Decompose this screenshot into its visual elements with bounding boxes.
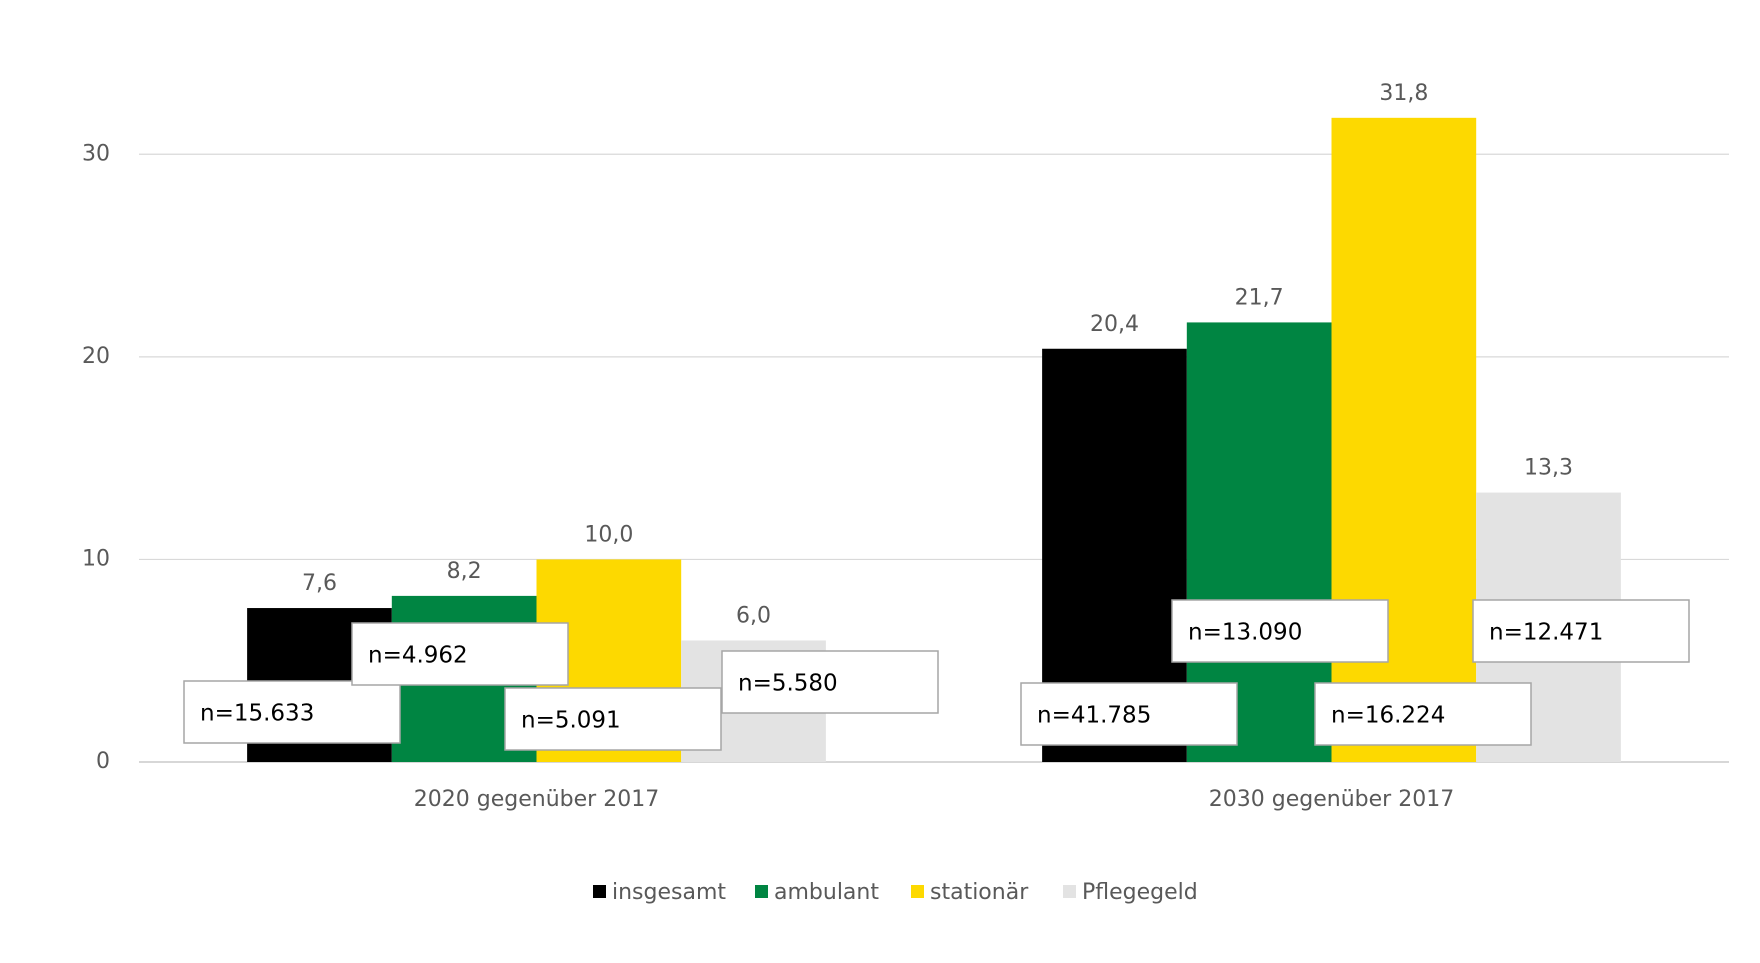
legend-label: stationär xyxy=(930,880,1029,905)
legend-label: Pflegegeld xyxy=(1082,880,1198,905)
y-tick-label: 20 xyxy=(82,344,110,369)
legend-swatch xyxy=(755,885,768,898)
legend-label: ambulant xyxy=(774,880,879,905)
annotation-box xyxy=(1472,599,1690,663)
value-label: 8,2 xyxy=(447,559,482,584)
annotation-box xyxy=(721,650,939,714)
annotation-box xyxy=(1020,682,1238,746)
value-label: 7,6 xyxy=(302,571,337,596)
bar xyxy=(1331,117,1477,762)
annotation: n=15.633 xyxy=(200,701,314,727)
annotation-box xyxy=(1171,599,1389,663)
legend-swatch xyxy=(593,885,606,898)
y-tick-label: 10 xyxy=(82,546,110,571)
legend-label: insgesamt xyxy=(612,880,726,905)
annotation-box xyxy=(183,680,401,744)
annotation-box xyxy=(351,622,569,686)
annotation: n=5.580 xyxy=(738,671,838,697)
value-label: 31,8 xyxy=(1379,81,1428,106)
annotation: n=41.785 xyxy=(1037,703,1151,729)
value-label: 10,0 xyxy=(584,522,633,547)
value-label: 6,0 xyxy=(736,603,771,628)
value-label: 21,7 xyxy=(1235,285,1284,310)
y-tick-label: 0 xyxy=(96,749,110,774)
annotation: n=12.471 xyxy=(1489,620,1603,646)
annotation: n=5.091 xyxy=(521,708,621,734)
legend-swatch xyxy=(1063,885,1076,898)
value-label: 20,4 xyxy=(1090,312,1139,337)
y-tick-label: 30 xyxy=(82,141,110,166)
annotation: n=4.962 xyxy=(368,643,468,669)
annotation-box xyxy=(1314,682,1532,746)
annotation: n=13.090 xyxy=(1188,620,1302,646)
annotation-box xyxy=(504,687,722,751)
x-tick-label: 2020 gegenüber 2017 xyxy=(414,787,659,812)
x-tick-label: 2030 gegenüber 2017 xyxy=(1209,787,1454,812)
annotation: n=16.224 xyxy=(1331,703,1445,729)
value-label: 13,3 xyxy=(1524,456,1573,481)
legend-swatch xyxy=(911,885,924,898)
